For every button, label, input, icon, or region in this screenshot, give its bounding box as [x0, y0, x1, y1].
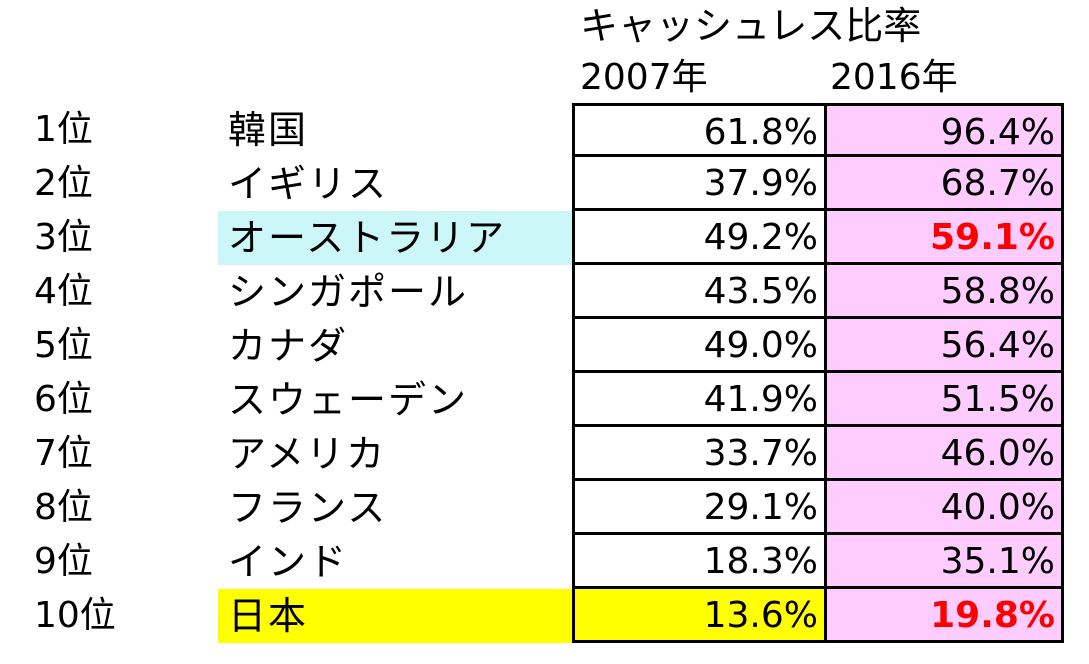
rank-label: 1位	[34, 109, 93, 150]
ratio-2016-cell-emphasized: 59.1%	[824, 211, 1064, 265]
table-row: 10位 日本 13.6% 19.8%	[0, 589, 1089, 643]
country-name: アメリカ	[228, 432, 387, 476]
table-row: 4位 シンガポール 43.5% 58.8%	[0, 265, 1089, 319]
ratio-2007-cell: 43.5%	[572, 265, 824, 319]
ratio-2007-cell: 33.7%	[572, 427, 824, 481]
country-name: カナダ	[228, 324, 349, 368]
table-row: 3位 オーストラリア 49.2% 59.1%	[0, 211, 1089, 265]
rank-label: 10位	[34, 595, 116, 636]
ratio-2007-cell: 41.9%	[572, 373, 824, 427]
country-name-highlighted: 日本	[218, 589, 572, 643]
rank-label: 5位	[34, 325, 93, 366]
ratio-2007-cell: 37.9%	[572, 157, 824, 211]
rank-label: 4位	[34, 271, 93, 312]
ratio-2016-cell: 46.0%	[824, 427, 1064, 481]
table-row: 5位 カナダ 49.0% 56.4%	[0, 319, 1089, 373]
table-title: キャッシュレス比率	[580, 4, 922, 48]
rank-label: 3位	[34, 217, 93, 258]
country-name: フランス	[228, 486, 388, 530]
rank-label: 7位	[34, 433, 93, 474]
rank-label: 9位	[34, 541, 93, 582]
table-row: 9位 インド 18.3% 35.1%	[0, 535, 1089, 589]
country-name: シンガポール	[228, 270, 469, 314]
rank-label: 8位	[34, 487, 93, 528]
ratio-2016-cell: 56.4%	[824, 319, 1064, 373]
ratio-2007-cell: 49.2%	[572, 211, 824, 265]
table-row: 8位 フランス 29.1% 40.0%	[0, 481, 1089, 535]
country-name: イギリス	[228, 162, 389, 206]
country-name: 韓国	[228, 108, 309, 152]
ratio-2016-cell: 58.8%	[824, 265, 1064, 319]
ratio-2007-cell: 49.0%	[572, 319, 824, 373]
column-header-2016: 2016年	[830, 57, 958, 98]
ratio-2007-cell-highlighted: 13.6%	[572, 589, 824, 643]
ratio-2016-cell: 40.0%	[824, 481, 1064, 535]
rank-label: 2位	[34, 163, 93, 204]
ratio-2016-cell: 68.7%	[824, 157, 1064, 211]
country-name: スウェーデン	[228, 378, 469, 422]
table-row: 7位 アメリカ 33.7% 46.0%	[0, 427, 1089, 481]
ratio-2007-cell: 61.8%	[572, 103, 824, 157]
table-row: 2位 イギリス 37.9% 68.7%	[0, 157, 1089, 211]
country-name-highlighted: オーストラリア	[218, 211, 572, 265]
ratio-2016-cell-emphasized: 19.8%	[824, 589, 1064, 643]
ratio-2016-cell: 96.4%	[824, 103, 1064, 157]
table-row: 6位 スウェーデン 41.9% 51.5%	[0, 373, 1089, 427]
rank-label: 6位	[34, 379, 93, 420]
country-name: インド	[228, 540, 349, 584]
ratio-2016-cell: 35.1%	[824, 535, 1064, 589]
column-header-2007: 2007年	[580, 57, 708, 98]
ranking-rows: 1位 韓国 61.8% 96.4% 2位 イギリス 37.9% 68.7% 3位…	[0, 103, 1089, 643]
ratio-2016-cell: 51.5%	[824, 373, 1064, 427]
ratio-2007-cell: 18.3%	[572, 535, 824, 589]
table-row: 1位 韓国 61.8% 96.4%	[0, 103, 1089, 157]
ratio-2007-cell: 29.1%	[572, 481, 824, 535]
